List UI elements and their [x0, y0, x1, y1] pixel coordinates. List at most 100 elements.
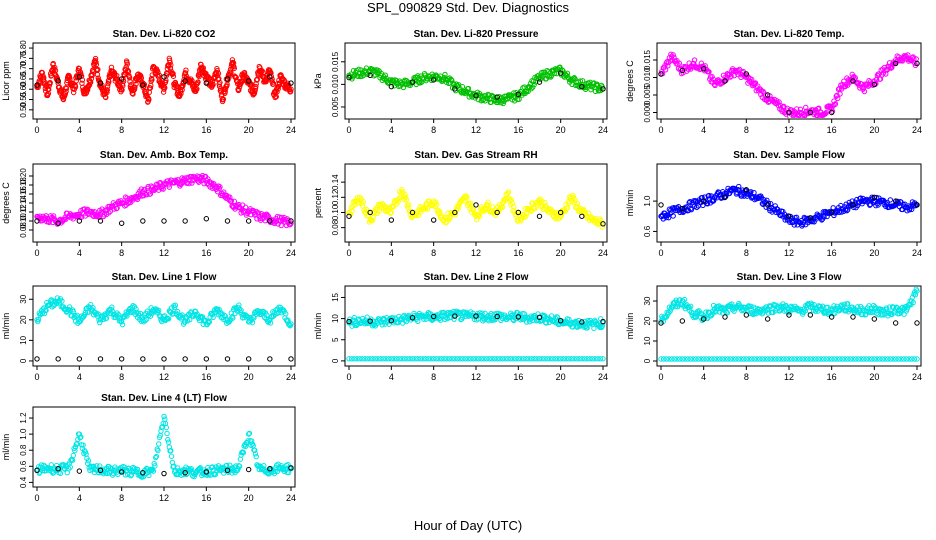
data-point — [403, 196, 410, 203]
data-point — [738, 356, 744, 362]
data-point — [892, 356, 899, 362]
data-point — [275, 461, 281, 467]
data-point — [764, 356, 771, 362]
data-point — [793, 106, 800, 112]
data-point — [72, 447, 78, 454]
data-point — [119, 321, 126, 328]
x-tick-label: 20 — [556, 125, 566, 135]
data-point — [539, 356, 545, 362]
data-point — [499, 202, 505, 208]
data-point — [473, 356, 479, 362]
data-point — [557, 318, 564, 324]
data-point — [174, 83, 180, 89]
data-point — [886, 304, 893, 310]
data-point — [494, 313, 500, 320]
data-point — [887, 197, 894, 203]
data-point — [703, 356, 710, 362]
data-point — [579, 83, 585, 90]
data-point — [680, 298, 686, 304]
data-point — [409, 356, 416, 362]
y-tick-label: 0.000 — [643, 102, 652, 123]
data-point — [106, 210, 112, 216]
data-point — [722, 356, 728, 362]
y-tick-label: 0.50 — [19, 101, 28, 117]
data-point — [783, 356, 790, 362]
data-point — [162, 85, 168, 91]
data-point — [536, 314, 543, 321]
data-point — [152, 463, 158, 469]
data-point — [515, 356, 522, 362]
x-tick-label: 24 — [912, 248, 922, 258]
data-point — [245, 78, 252, 84]
data-point — [143, 88, 149, 95]
data-point — [873, 310, 880, 316]
data-point — [505, 189, 512, 195]
y-tick-label: 20 — [643, 316, 652, 325]
data-point — [882, 199, 888, 206]
data-point — [385, 356, 392, 362]
data-point — [346, 356, 352, 362]
data-point — [76, 74, 83, 80]
data-point — [170, 73, 177, 79]
data-point — [395, 199, 401, 205]
data-point — [393, 356, 400, 362]
data-point — [824, 310, 830, 316]
data-point — [844, 301, 851, 307]
data-point — [809, 301, 815, 308]
data-point — [714, 356, 720, 362]
data-point — [771, 301, 777, 308]
data-point — [666, 356, 672, 362]
data-point — [76, 431, 83, 437]
data-point — [388, 209, 395, 216]
x-tick-label: 16 — [201, 493, 211, 503]
y-tick-label: 0.010 — [331, 74, 340, 95]
data-point — [239, 449, 246, 455]
data-points — [346, 64, 606, 107]
data-point — [728, 73, 734, 79]
data-point — [83, 90, 90, 96]
data-point — [582, 318, 588, 325]
data-point — [748, 76, 755, 83]
data-point — [224, 356, 231, 362]
data-point — [288, 356, 294, 362]
data-point — [166, 184, 172, 190]
panel-title: Stan. Dev. Li-820 Pressure — [414, 29, 539, 40]
data-point — [460, 356, 466, 362]
data-point — [587, 356, 593, 362]
data-point — [732, 356, 739, 362]
y-tick-label: 0.6 — [643, 225, 652, 237]
data-point — [67, 307, 73, 313]
data-point — [72, 84, 79, 90]
figure-x-axis-label: Hour of Day (UTC) — [413, 518, 523, 533]
data-point — [565, 356, 572, 362]
data-point — [818, 356, 824, 362]
plot-frame — [32, 163, 296, 243]
data-point — [52, 64, 58, 71]
data-point — [743, 187, 750, 193]
data-point — [203, 216, 210, 222]
data-point — [410, 315, 416, 322]
data-point — [527, 207, 534, 214]
x-tick-label: 8 — [119, 372, 124, 382]
y-tick-label: 1.0 — [19, 428, 28, 440]
data-point — [230, 60, 237, 66]
data-point — [118, 319, 125, 325]
data-point — [502, 356, 508, 362]
panel-title: Stan. Dev. Sample Flow — [733, 150, 845, 161]
x-tick-label: 4 — [701, 248, 706, 258]
data-point — [415, 318, 421, 324]
data-points — [658, 287, 920, 362]
data-point — [706, 69, 712, 75]
data-point — [802, 356, 808, 362]
y-axis-label: degrees C — [1, 182, 11, 224]
x-tick-label: 24 — [598, 248, 608, 258]
data-point — [494, 356, 500, 362]
data-point — [911, 356, 918, 362]
data-point — [675, 302, 682, 308]
data-point — [140, 470, 146, 476]
data-point — [165, 436, 171, 443]
data-point — [251, 315, 257, 321]
data-point — [536, 79, 543, 85]
data-points — [34, 172, 294, 229]
data-point — [591, 325, 597, 332]
